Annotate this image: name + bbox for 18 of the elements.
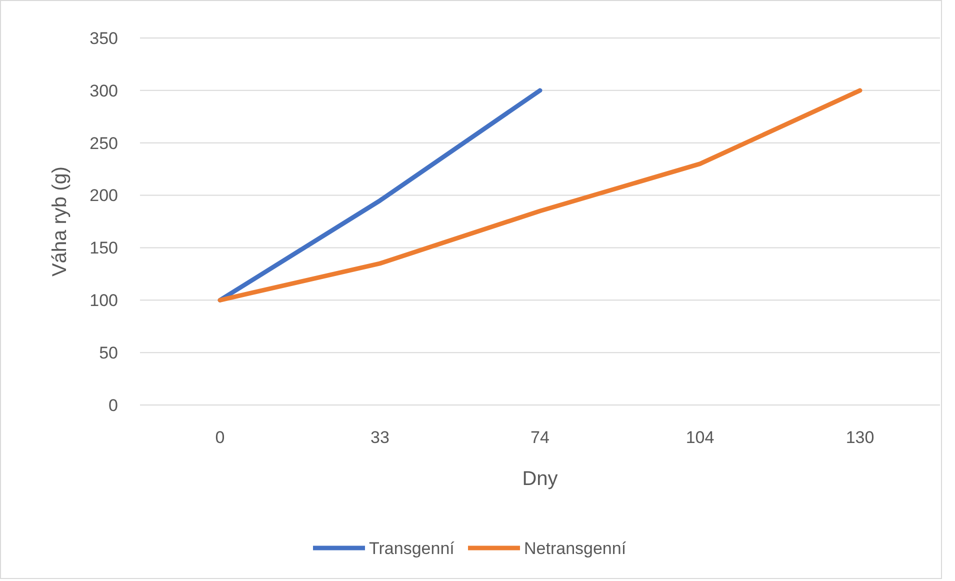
y-tick-label: 150	[90, 238, 118, 258]
y-tick-label: 300	[90, 81, 118, 100]
x-tick-label: 104	[686, 428, 714, 447]
x-tick-label: 33	[370, 428, 390, 447]
x-axis-title: Dny	[522, 468, 558, 490]
y-tick-label: 100	[90, 291, 118, 310]
legend-label: Transgenní	[369, 538, 455, 558]
x-tick-label: 74	[530, 428, 550, 447]
y-tick-label: 350	[90, 28, 118, 48]
y-tick-label: 200	[90, 186, 118, 206]
y-tick-label: 250	[90, 134, 118, 153]
line-series	[218, 88, 862, 302]
x-tick-label: 130	[846, 428, 874, 447]
y-axis-title: Váha ryb (g)	[49, 166, 71, 277]
legend-label: Netransgenní	[524, 538, 626, 558]
y-tick-label: 50	[99, 344, 118, 363]
x-tick-label: 0	[215, 428, 225, 447]
y-tick-label: 0	[108, 396, 118, 415]
